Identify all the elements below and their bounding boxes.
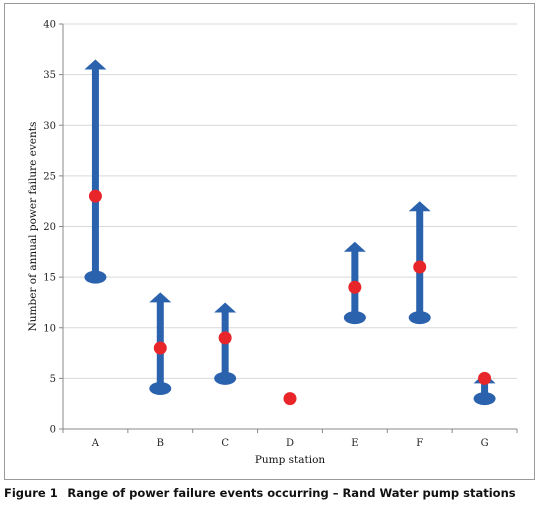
y-tick-label: 0 bbox=[50, 425, 56, 436]
data-points bbox=[88, 189, 492, 406]
x-tick-label: F bbox=[416, 438, 423, 449]
range-min-marker bbox=[343, 311, 366, 325]
range-min-marker bbox=[149, 382, 172, 395]
figure-label: Figure 1 bbox=[4, 486, 58, 500]
y-tick-label: 15 bbox=[43, 273, 56, 284]
point-f bbox=[413, 260, 427, 274]
range-min-marker bbox=[408, 311, 431, 325]
range-max-arrow bbox=[84, 59, 107, 70]
y-tick-label: 5 bbox=[50, 374, 56, 385]
y-axis-title: Number of annual power failure events bbox=[27, 122, 39, 332]
range-max-arrow bbox=[343, 241, 366, 252]
range-bar-c bbox=[214, 302, 237, 385]
range-shaft bbox=[221, 311, 229, 379]
y-tick-label: 40 bbox=[43, 20, 56, 31]
y-tick-label: 25 bbox=[43, 171, 56, 182]
point-g bbox=[478, 371, 492, 385]
range-shaft bbox=[481, 382, 489, 399]
range-min-marker bbox=[473, 392, 496, 406]
point-d bbox=[283, 392, 297, 406]
x-tick-label: D bbox=[286, 438, 294, 449]
range-max-arrow bbox=[149, 292, 172, 303]
figure-caption-text: Range of power failure events occurring … bbox=[67, 486, 516, 500]
range-shaft bbox=[91, 68, 99, 278]
gridlines bbox=[63, 23, 517, 379]
range-bar-a bbox=[84, 59, 107, 284]
axes: 0 5 10 15 20 25 30 35 40 A B C D E F G bbox=[43, 20, 518, 449]
range-min-marker bbox=[84, 270, 107, 284]
x-axis-title: Pump station bbox=[255, 454, 326, 466]
x-tick-label: A bbox=[91, 438, 100, 449]
chart-frame: 0 5 10 15 20 25 30 35 40 A B C D E F G Pump station Num… bbox=[4, 3, 535, 480]
x-tick-label: E bbox=[351, 438, 358, 449]
y-tick-label: 20 bbox=[43, 222, 56, 233]
x-tick-label: B bbox=[157, 438, 164, 449]
point-e bbox=[348, 280, 362, 294]
point-b bbox=[153, 341, 167, 355]
range-bars bbox=[84, 59, 496, 406]
range-min-marker bbox=[214, 371, 237, 385]
y-tick-label: 10 bbox=[43, 323, 56, 334]
range-max-arrow bbox=[408, 201, 431, 212]
x-tick-label: G bbox=[481, 438, 489, 449]
figure-caption: Figure 1 Range of power failure events o… bbox=[4, 486, 535, 500]
y-tick-label: 35 bbox=[43, 70, 56, 81]
point-a bbox=[88, 189, 102, 203]
y-tick-label: 30 bbox=[43, 121, 56, 132]
range-max-arrow bbox=[214, 302, 237, 313]
x-tick-label: C bbox=[221, 438, 229, 449]
point-c bbox=[218, 331, 232, 345]
range-chart: 0 5 10 15 20 25 30 35 40 A B C D E F G Pump station Num… bbox=[27, 20, 518, 466]
